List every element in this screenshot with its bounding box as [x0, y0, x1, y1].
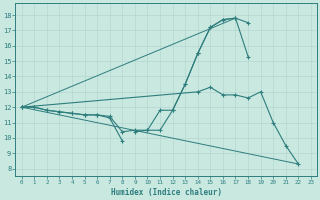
X-axis label: Humidex (Indice chaleur): Humidex (Indice chaleur) — [111, 188, 222, 197]
